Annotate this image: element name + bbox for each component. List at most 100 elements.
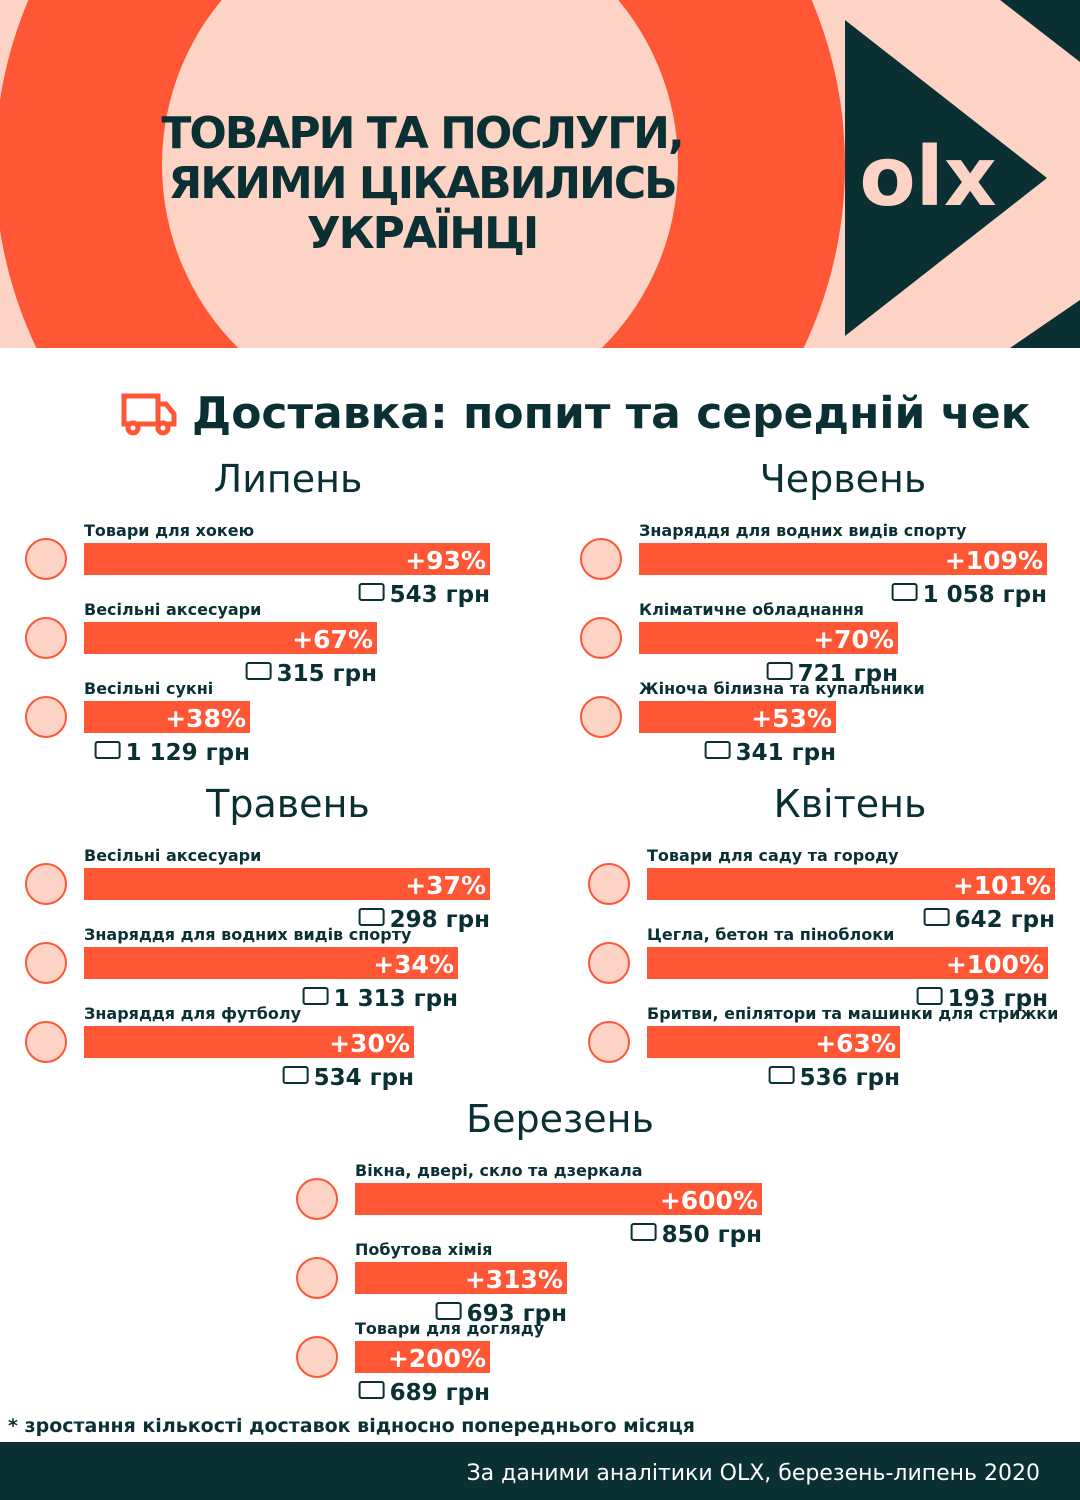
bar bbox=[84, 1026, 414, 1058]
bar bbox=[84, 701, 250, 733]
bar bbox=[84, 622, 377, 654]
triangle bbox=[845, 20, 1047, 336]
money-icon bbox=[923, 908, 950, 926]
section-title: Доставка: попит та середній чек bbox=[192, 388, 1031, 439]
growth: +53% bbox=[751, 704, 832, 733]
bar bbox=[355, 1183, 762, 1215]
item-label: Вікна, двері, скло та дзеркала bbox=[355, 1161, 642, 1180]
bar bbox=[355, 1341, 490, 1373]
bar bbox=[639, 622, 898, 654]
item-icon bbox=[296, 1178, 338, 1220]
item-icon bbox=[296, 1336, 338, 1378]
bar bbox=[84, 947, 458, 979]
growth: +70% bbox=[813, 625, 894, 654]
item-icon bbox=[25, 1021, 67, 1063]
item-label: Весільні сукні bbox=[84, 679, 213, 698]
item-label: Товари для саду та городу bbox=[647, 846, 899, 865]
footnote: * зростання кількості доставок відносно … bbox=[8, 1415, 695, 1437]
item-label: Цегла, бетон та піноблоки bbox=[647, 925, 894, 944]
item-label: Товари для хокею bbox=[84, 521, 254, 540]
item-icon bbox=[580, 696, 622, 738]
growth: +30% bbox=[329, 1029, 410, 1058]
price: 850 грн bbox=[662, 1222, 762, 1248]
growth: +34% bbox=[373, 950, 454, 979]
price: 298 грн bbox=[390, 907, 490, 933]
footer-bar bbox=[0, 1442, 1080, 1500]
growth: +200% bbox=[388, 1344, 486, 1373]
item-icon bbox=[25, 617, 67, 659]
price: 341 грн bbox=[736, 740, 836, 766]
item-icon bbox=[588, 942, 630, 984]
item-icon bbox=[25, 538, 67, 580]
price: 642 грн bbox=[955, 907, 1055, 933]
money-icon bbox=[302, 987, 329, 1005]
item-label: Знаряддя для футболу bbox=[84, 1004, 302, 1023]
month-title: Червень bbox=[760, 457, 927, 501]
truck-icon bbox=[121, 393, 177, 436]
item-icon bbox=[25, 696, 67, 738]
money-icon bbox=[435, 1302, 462, 1320]
item-icon bbox=[580, 538, 622, 580]
growth: +37% bbox=[405, 871, 486, 900]
item-label: Побутова хімія bbox=[355, 1240, 492, 1259]
growth: +109% bbox=[945, 546, 1043, 575]
item-label: Кліматичне обладнання bbox=[639, 600, 864, 619]
title-line: ЯКИМИ ЦІКАВИЛИСЬ bbox=[168, 158, 675, 209]
item-label: Жіноча білизна та купальники bbox=[639, 679, 925, 698]
month-title: Березень bbox=[466, 1097, 654, 1141]
money-icon bbox=[358, 1381, 385, 1399]
bar bbox=[84, 868, 490, 900]
item-icon bbox=[25, 863, 67, 905]
logo: olx bbox=[859, 130, 996, 225]
bar bbox=[639, 701, 836, 733]
bar bbox=[639, 543, 1047, 575]
bar bbox=[355, 1262, 567, 1294]
item-icon bbox=[25, 942, 67, 984]
month-title: Квітень bbox=[774, 782, 927, 826]
price: 721 грн bbox=[798, 661, 898, 687]
title: ТОВАРИ ТА ПОСЛУГИ,ЯКИМИ ЦІКАВИЛИСЬУКРАЇН… bbox=[161, 108, 684, 259]
price: 1 058 грн bbox=[923, 582, 1047, 608]
bar bbox=[647, 868, 1055, 900]
growth: +38% bbox=[165, 704, 246, 733]
money-icon bbox=[630, 1223, 657, 1241]
item-label: Товари для догляду bbox=[355, 1319, 545, 1338]
item-label: Весільні аксесуари bbox=[84, 600, 261, 619]
item-label: Знаряддя для водних видів спорту bbox=[84, 925, 412, 944]
growth: +67% bbox=[292, 625, 373, 654]
price: 315 грн bbox=[277, 661, 377, 687]
title-line: УКРАЇНЦІ bbox=[307, 206, 538, 259]
money-icon bbox=[704, 741, 731, 759]
growth: +93% bbox=[405, 546, 486, 575]
growth: +63% bbox=[815, 1029, 896, 1058]
item-icon bbox=[296, 1257, 338, 1299]
footer-text: За даними аналітики OLX, березень-липень… bbox=[467, 1461, 1040, 1486]
growth: +100% bbox=[946, 950, 1044, 979]
item-label: Знаряддя для водних видів спорту bbox=[639, 521, 967, 540]
item-icon bbox=[588, 863, 630, 905]
money-icon bbox=[358, 583, 385, 601]
month-title: Липень bbox=[214, 457, 363, 501]
title-line: ТОВАРИ ТА ПОСЛУГИ, bbox=[161, 108, 682, 159]
bar bbox=[647, 947, 1048, 979]
money-icon bbox=[94, 741, 121, 759]
groups: Липень Товари для хокею +93% 543 грн Весільн… bbox=[25, 457, 1058, 1406]
price: 1 129 грн bbox=[126, 740, 250, 766]
item-label: Бритви, епілятори та машинки для стрижки bbox=[647, 1004, 1058, 1023]
growth: +600% bbox=[660, 1186, 758, 1215]
month-title: Травень bbox=[205, 782, 370, 826]
bar bbox=[84, 543, 490, 575]
bar bbox=[647, 1026, 900, 1058]
item-label: Весільні аксесуари bbox=[84, 846, 261, 865]
corner bbox=[1010, 300, 1080, 348]
corner bbox=[1000, 0, 1080, 62]
price: 193 грн bbox=[948, 986, 1048, 1012]
price: 689 грн bbox=[390, 1380, 490, 1406]
growth: +313% bbox=[465, 1265, 563, 1294]
price: 543 грн bbox=[390, 582, 490, 608]
ring-inner bbox=[162, 0, 678, 348]
money-icon bbox=[768, 1066, 795, 1084]
growth: +101% bbox=[953, 871, 1051, 900]
price: 1 313 грн bbox=[334, 986, 458, 1012]
